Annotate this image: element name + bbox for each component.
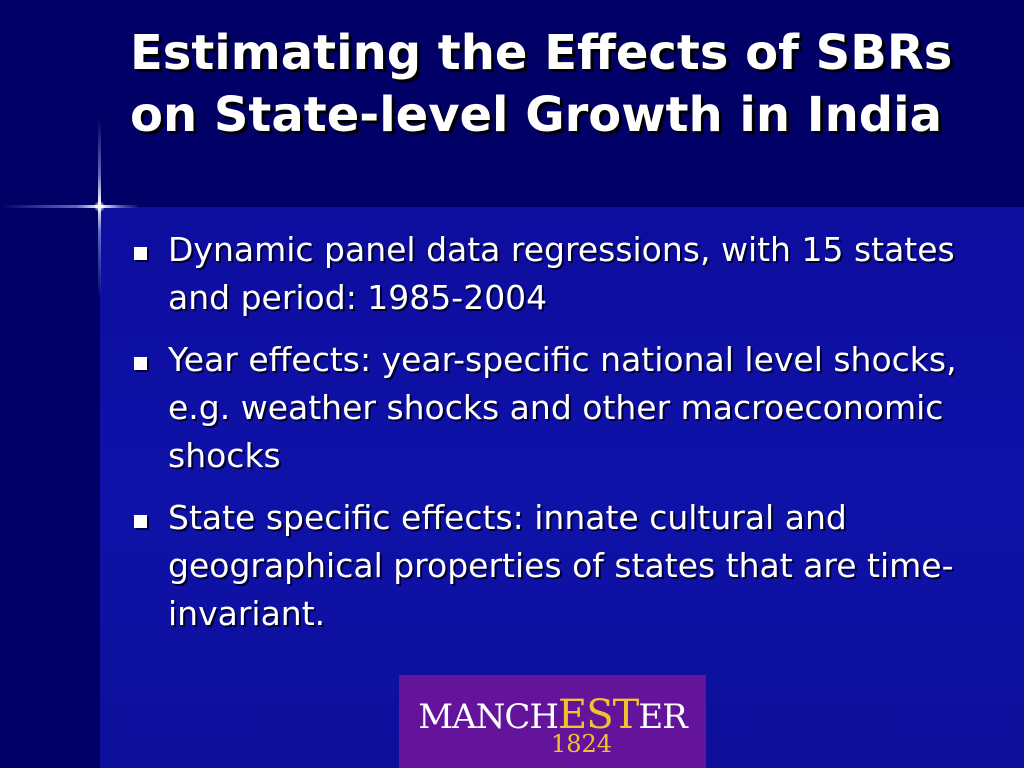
logo-wordmark: MANCHESTER (399, 695, 706, 737)
header-band (0, 0, 1024, 207)
square-bullet-icon (134, 515, 147, 528)
square-bullet-icon (134, 357, 147, 370)
sparkle-line-horizontal (0, 205, 140, 208)
logo-word-part1: MANCH (418, 697, 559, 737)
logo-word-highlight2: ST (586, 692, 639, 738)
logo-word-part2: ER (638, 697, 687, 737)
content-panel (100, 207, 1024, 768)
logo-word-highlight1: E (558, 692, 587, 738)
bullet-item: Dynamic panel data regressions, with 15 … (130, 226, 1000, 322)
bullet-text: Year effects: year-specific national lev… (168, 340, 957, 475)
bullet-list: Dynamic panel data regressions, with 15 … (130, 226, 1000, 652)
bullet-text: State specific effects: innate cultural … (168, 498, 954, 633)
logo-year: 1824 (551, 730, 613, 758)
bullet-item: Year effects: year-specific national lev… (130, 336, 1000, 480)
university-logo: MANCHESTER 1824 (399, 675, 706, 768)
square-bullet-icon (134, 247, 147, 260)
bullet-item: State specific effects: innate cultural … (130, 494, 1000, 638)
slide-title: Estimating the Effects of SBRs on State-… (130, 25, 953, 143)
left-band (0, 0, 100, 768)
bullet-text: Dynamic panel data regressions, with 15 … (168, 230, 955, 317)
sparkle-star-icon (94, 201, 105, 212)
